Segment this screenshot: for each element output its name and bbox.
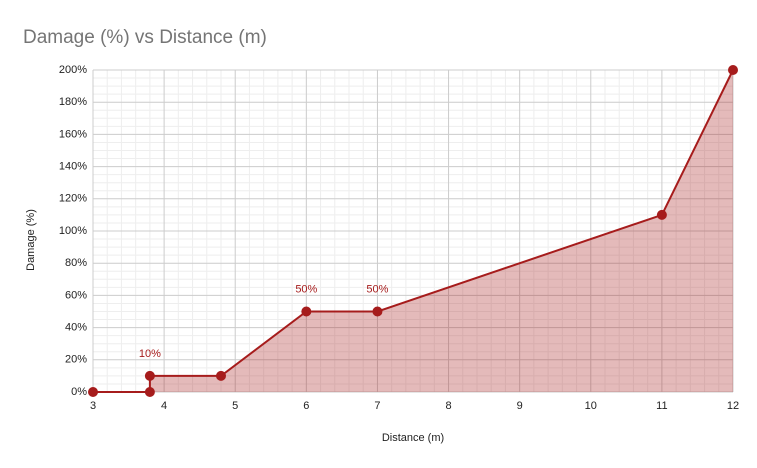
data-label: 50% [295, 283, 317, 295]
y-tick-label: 180% [59, 96, 87, 108]
x-tick-label: 11 [656, 400, 667, 412]
y-tick-label: 100% [59, 225, 87, 237]
y-tick-label: 140% [59, 161, 87, 173]
data-point [216, 370, 226, 381]
x-tick-label: 3 [90, 400, 96, 412]
data-point [144, 387, 155, 397]
y-tick-label: 160% [59, 128, 87, 140]
y-tick-label: 40% [65, 322, 87, 334]
area-fill [93, 70, 733, 392]
x-tick-label: 4 [161, 400, 167, 412]
y-tick-label: 20% [65, 354, 87, 366]
y-tick-label: 60% [65, 289, 87, 301]
x-tick-label: 6 [303, 400, 309, 412]
y-tick-label: 120% [59, 193, 87, 205]
data-point [88, 387, 98, 397]
data-point [372, 306, 383, 317]
data-point [301, 306, 312, 317]
chart-title: Damage (%) vs Distance (m) [23, 27, 267, 48]
x-tick-label: 12 [727, 400, 739, 412]
y-tick-label: 200% [59, 64, 87, 76]
y-tick-label: 80% [65, 257, 87, 269]
x-tick-label: 9 [517, 400, 523, 412]
data-point [656, 209, 667, 220]
data-point [144, 370, 155, 381]
x-tick-label: 10 [585, 400, 597, 412]
y-tick-label: 0% [71, 386, 87, 398]
y-axis-label: Damage (%) [25, 209, 37, 271]
x-axis-label: Distance (m) [382, 432, 444, 444]
x-tick-label: 5 [232, 400, 238, 412]
x-tick-label: 8 [445, 400, 451, 412]
x-tick-label: 7 [374, 400, 380, 412]
data-point [728, 65, 738, 75]
data-label: 10% [139, 348, 161, 360]
data-label: 50% [366, 283, 388, 295]
